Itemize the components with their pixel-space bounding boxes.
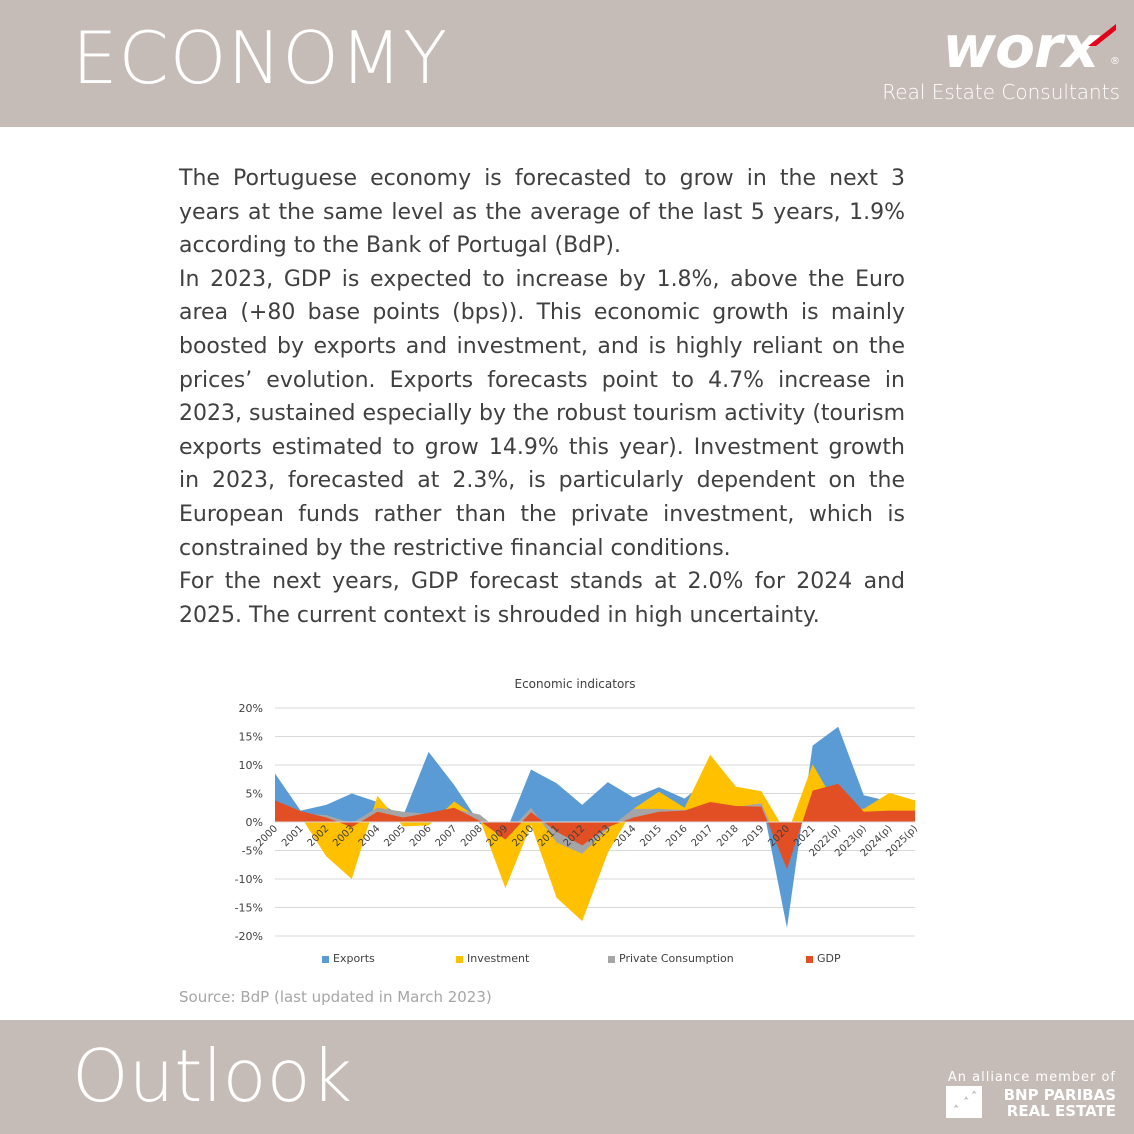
chart-title: Economic indicators [514, 677, 636, 691]
legend-swatch-private-consumption [608, 955, 615, 963]
page-title: ECONOMY [72, 16, 449, 100]
legend-swatch-gdp [806, 955, 813, 963]
worx-logo: worx ® Real Estate Consultants [880, 18, 1120, 108]
x-tick-label: 2018 [715, 823, 741, 849]
legend-item-exports: Exports [322, 952, 375, 965]
header-band: ECONOMY worx ® Real Estate Consultants [0, 0, 1134, 127]
footer-band: Outlook An alliance member of BNP PARIBA… [0, 1020, 1134, 1134]
area-gdp [275, 783, 915, 870]
alliance-brand-line2: REAL ESTATE [1006, 1102, 1116, 1120]
y-tick-label: -15% [235, 902, 263, 915]
x-tick-label: 2008 [459, 823, 485, 849]
source-note: Source: BdP (last updated in March 2023) [179, 988, 492, 1006]
economic-indicators-chart: 20%15%10%5%0%-5%-10%-15%-20%2000 2001 2002… [235, 702, 921, 943]
x-tick-label: 2017 [690, 823, 716, 849]
paragraph-3: For the next years, GDP forecast stands … [179, 569, 905, 628]
y-tick-label: -5% [242, 845, 263, 858]
chart-legend: Exports Investment Private Consumption G… [322, 952, 922, 968]
y-tick-label: -20% [235, 930, 263, 943]
legend-item-gdp: GDP [806, 952, 841, 965]
y-tick-label: 5% [246, 788, 263, 801]
legend-swatch-exports [322, 955, 329, 963]
x-tick-label: 2019 [741, 823, 767, 849]
x-tick-label: 2015 [638, 823, 664, 849]
alliance-brand-line1: BNP PARIBAS [1003, 1086, 1116, 1104]
paragraph-2: In 2023, GDP is expected to increase by … [179, 266, 905, 561]
alliance-tagline: An alliance member of [947, 1070, 1116, 1085]
x-tick-label: 2005 [382, 823, 408, 849]
legend-item-private-consumption: Private Consumption [608, 952, 734, 965]
logo-subtitle: Real Estate Consultants [882, 80, 1120, 104]
y-tick-label: 10% [239, 759, 263, 772]
area-exports [275, 726, 915, 929]
legend-label-gdp: GDP [817, 952, 841, 965]
paragraph-1: The Portuguese economy is forecasted to … [179, 166, 905, 259]
x-tick-label: 2001 [280, 823, 306, 849]
logo-registered-mark: ® [1110, 56, 1120, 67]
legend-label-exports: Exports [333, 952, 375, 965]
legend-item-investment: Investment [456, 952, 529, 965]
logo-accent-icon [1088, 24, 1116, 46]
y-tick-label: 15% [239, 731, 263, 744]
logo-wordmark: worx [942, 13, 1099, 81]
x-tick-label: 2007 [434, 823, 460, 849]
x-tick-label: 2006 [408, 823, 434, 849]
y-tick-label: 0% [246, 816, 263, 829]
y-tick-label: -10% [235, 873, 263, 886]
footer-title: Outlook [72, 1034, 353, 1118]
legend-swatch-investment [456, 955, 463, 963]
y-tick-label: 20% [239, 702, 263, 715]
bnp-paribas-alliance-logo: An alliance member of BNP PARIBAS REAL E… [946, 1068, 1116, 1128]
legend-label-investment: Investment [467, 952, 530, 965]
bnp-stars-graphic [946, 1086, 982, 1118]
body-text: The Portuguese economy is forecasted to … [179, 162, 905, 632]
x-tick-label: 2016 [664, 823, 690, 849]
legend-label-private-consumption: Private Consumption [619, 952, 734, 965]
bnp-stars-icon [946, 1086, 982, 1118]
